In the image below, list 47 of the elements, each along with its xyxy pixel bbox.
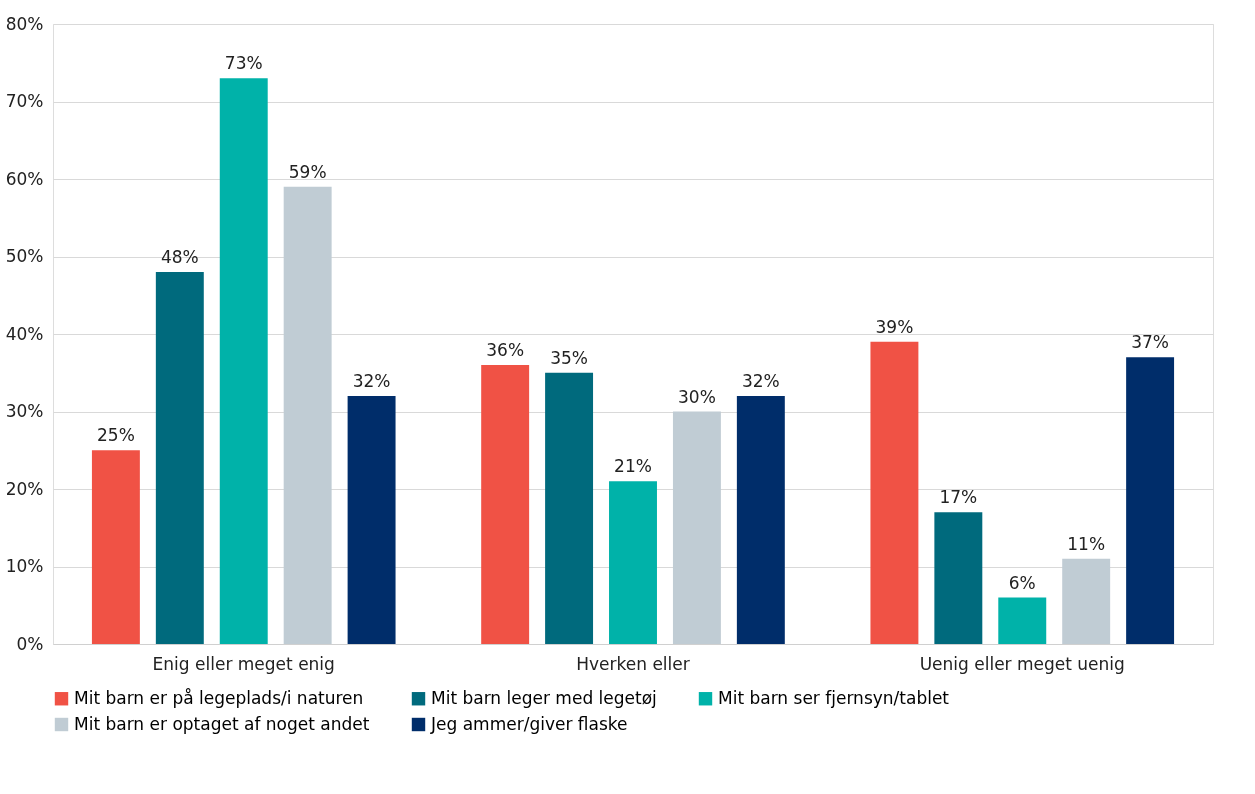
bar xyxy=(609,481,657,644)
bar xyxy=(481,365,530,644)
data-label: 59% xyxy=(288,161,327,182)
y-tick-label: 70% xyxy=(5,91,44,111)
bar xyxy=(1126,357,1175,644)
data-label: 32% xyxy=(352,371,391,391)
bar xyxy=(1062,558,1111,644)
bar xyxy=(219,78,268,644)
data-label: 11% xyxy=(1067,533,1106,554)
data-label: 21% xyxy=(614,456,652,477)
bar xyxy=(545,372,594,644)
data-label: 73% xyxy=(224,53,263,74)
bar xyxy=(870,341,919,644)
y-tick-label: 30% xyxy=(5,401,44,421)
bar xyxy=(672,411,721,644)
y-tick-label: 0% xyxy=(16,633,44,654)
bar xyxy=(736,396,785,644)
x-tick-label: Enig eller meget enig xyxy=(152,653,335,674)
y-tick-label: 50% xyxy=(5,246,44,266)
data-label: 25% xyxy=(97,425,135,446)
y-tick-label: 10% xyxy=(5,556,44,576)
data-label: 37% xyxy=(1131,332,1169,353)
data-label: 39% xyxy=(875,316,914,337)
legend-label: Mit barn er på legeplads/i naturen xyxy=(74,687,364,708)
data-label: 36% xyxy=(486,340,525,360)
data-label: 30% xyxy=(678,386,716,407)
data-label: 35% xyxy=(550,347,588,368)
bar xyxy=(283,186,332,644)
legend-label: Mit barn er optaget af noget andet xyxy=(74,713,370,734)
y-tick-label: 20% xyxy=(5,478,44,499)
y-tick-label: 60% xyxy=(5,168,44,189)
legend-label: Mit barn ser fjernsyn/tablet xyxy=(718,687,950,708)
x-tick-label: Hverken eller xyxy=(576,653,690,674)
legend-label: Mit barn leger med legetøj xyxy=(431,687,657,708)
legend-label: Jeg ammer/giver flaske xyxy=(430,713,628,734)
data-label: 48% xyxy=(160,247,199,267)
bar xyxy=(347,396,396,644)
bar xyxy=(91,450,140,644)
data-label: 17% xyxy=(939,487,978,508)
y-tick-label: 40% xyxy=(5,323,44,344)
data-label: 6% xyxy=(1008,572,1036,593)
x-tick-label: Uenig eller meget uenig xyxy=(919,653,1125,674)
y-tick-label: 80% xyxy=(5,13,44,34)
bar xyxy=(998,597,1047,644)
bar xyxy=(934,512,983,644)
bar xyxy=(155,272,204,644)
data-label: 32% xyxy=(741,371,780,391)
